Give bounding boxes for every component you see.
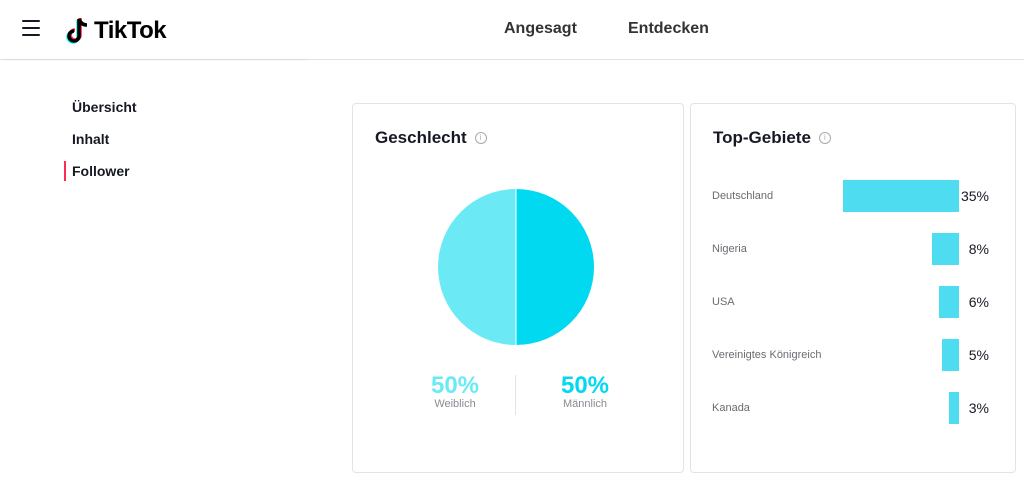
region-row: Vereinigtes Königreich 5% bbox=[691, 339, 1001, 373]
region-name: Vereinigtes Königreich bbox=[712, 349, 822, 361]
regions-title-text: Top-Gebiete bbox=[713, 128, 811, 147]
region-row: Deutschland 35% bbox=[691, 180, 1001, 214]
hamburger-menu-icon[interactable] bbox=[22, 20, 40, 36]
region-row: Kanada 3% bbox=[691, 392, 1001, 426]
top-header: TikTok Angesagt Entdecken bbox=[0, 0, 1024, 60]
region-percent: 35% bbox=[960, 188, 989, 204]
male-stat: 50% Männlich bbox=[525, 372, 645, 410]
region-name: Nigeria bbox=[712, 243, 747, 255]
gender-card: Geschlecht i 50% Weiblich 50% Männlich bbox=[352, 103, 684, 473]
region-name: Deutschland bbox=[712, 190, 774, 202]
region-percent: 8% bbox=[968, 241, 989, 257]
nav-angesagt[interactable]: Angesagt bbox=[504, 20, 577, 37]
female-label: Weiblich bbox=[434, 398, 476, 410]
sidebar-item-inhalt[interactable]: Inhalt bbox=[72, 131, 110, 147]
pie-slice-female bbox=[438, 189, 516, 345]
info-icon[interactable]: i bbox=[474, 132, 487, 144]
nav-entdecken[interactable]: Entdecken bbox=[628, 20, 709, 37]
tiktok-note-icon bbox=[66, 18, 88, 44]
sidebar-active-indicator bbox=[64, 161, 66, 181]
regions-card-title: Top-Gebiete i bbox=[713, 128, 831, 148]
gender-card-title: Geschlecht i bbox=[375, 128, 487, 148]
region-row: Nigeria 8% bbox=[691, 233, 1001, 267]
region-percent: 6% bbox=[968, 294, 989, 310]
main-content: Geschlecht i 50% Weiblich 50% Männlich T… bbox=[306, 61, 1024, 483]
region-name: Kanada bbox=[712, 402, 750, 414]
region-row: USA 6% bbox=[691, 286, 1001, 320]
gender-pie-chart bbox=[437, 188, 595, 346]
region-name: USA bbox=[712, 296, 735, 308]
stat-divider bbox=[515, 375, 516, 415]
gender-title-text: Geschlecht bbox=[375, 128, 467, 147]
male-label: Männlich bbox=[562, 398, 608, 410]
region-bar bbox=[949, 392, 959, 424]
tiktok-logo[interactable]: TikTok bbox=[66, 16, 167, 46]
info-icon[interactable]: i bbox=[818, 132, 831, 144]
region-bar bbox=[942, 339, 959, 371]
sidebar-item-follower[interactable]: Follower bbox=[72, 163, 130, 179]
region-percent: 3% bbox=[968, 400, 989, 416]
region-percent: 5% bbox=[968, 347, 989, 363]
female-stat: 50% Weiblich bbox=[395, 372, 515, 410]
sidebar-item-uebersicht[interactable]: Übersicht bbox=[72, 99, 137, 115]
regions-card: Top-Gebiete i Deutschland 35% Nigeria 8%… bbox=[690, 103, 1016, 473]
male-percent: 50% bbox=[560, 372, 610, 399]
female-percent: 50% bbox=[430, 372, 480, 399]
region-bar bbox=[939, 286, 959, 318]
region-bar bbox=[932, 233, 959, 265]
logo-text: TikTok bbox=[94, 17, 167, 44]
sidebar: Übersicht Inhalt Follower bbox=[0, 61, 306, 483]
region-bar bbox=[843, 180, 959, 212]
pie-slice-male bbox=[516, 189, 594, 345]
